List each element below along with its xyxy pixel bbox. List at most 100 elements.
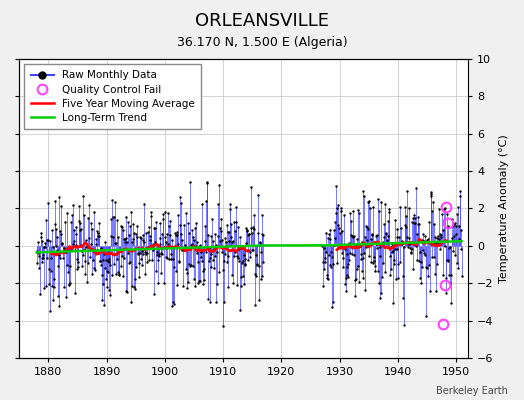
Point — [60, 284, 68, 290]
Point — [38, 238, 47, 244]
Point — [321, 255, 329, 262]
Point — [434, 239, 442, 245]
Point — [357, 251, 365, 258]
Point — [231, 248, 239, 255]
Point — [188, 240, 196, 247]
Point — [453, 211, 462, 218]
Point — [420, 250, 429, 256]
Point — [454, 223, 463, 229]
Point — [35, 265, 43, 272]
Point — [138, 250, 147, 257]
Point — [247, 225, 255, 232]
Point — [187, 261, 195, 268]
Point — [64, 282, 73, 288]
Point — [91, 246, 99, 253]
Point — [70, 247, 79, 253]
Point — [228, 271, 236, 278]
Point — [369, 204, 377, 210]
Point — [447, 300, 455, 306]
Point — [364, 199, 373, 205]
Point — [52, 226, 60, 232]
Point — [75, 218, 83, 225]
Point — [123, 289, 131, 296]
Point — [181, 210, 190, 216]
Point — [42, 236, 51, 243]
Point — [67, 219, 75, 225]
Point — [236, 307, 244, 313]
Point — [214, 201, 222, 207]
Point — [363, 224, 372, 230]
Point — [379, 239, 388, 246]
Point — [330, 227, 338, 234]
Point — [419, 231, 428, 237]
Point — [184, 230, 193, 236]
Point — [111, 199, 119, 205]
Point — [168, 256, 177, 263]
Point — [230, 219, 238, 225]
Point — [170, 263, 178, 270]
Point — [452, 231, 460, 237]
Point — [232, 219, 240, 226]
Point — [431, 234, 440, 240]
Point — [56, 255, 64, 262]
Point — [215, 269, 223, 275]
Point — [363, 237, 371, 244]
Point — [372, 240, 380, 247]
Point — [112, 240, 121, 247]
Point — [165, 223, 173, 230]
Point — [428, 208, 436, 214]
Point — [402, 188, 411, 194]
Legend: Raw Monthly Data, Quality Control Fail, Five Year Moving Average, Long-Term Tren: Raw Monthly Data, Quality Control Fail, … — [25, 64, 201, 129]
Point — [180, 247, 188, 253]
Point — [339, 264, 347, 270]
Point — [50, 221, 59, 228]
Point — [106, 262, 115, 268]
Point — [256, 249, 265, 256]
Point — [117, 263, 125, 269]
Point — [408, 218, 416, 225]
Point — [144, 228, 152, 235]
Point — [350, 252, 358, 259]
Point — [93, 247, 101, 253]
Point — [159, 210, 167, 217]
Point — [181, 242, 189, 248]
Point — [197, 249, 205, 255]
Point — [33, 260, 41, 266]
Point — [83, 260, 92, 266]
Point — [370, 263, 379, 269]
Point — [414, 214, 422, 220]
Point — [140, 239, 149, 245]
Point — [360, 192, 368, 199]
Point — [208, 232, 216, 239]
Point — [58, 241, 66, 247]
Point — [39, 255, 48, 261]
Point — [251, 271, 259, 277]
Point — [107, 216, 116, 222]
Point — [49, 244, 57, 250]
Point — [184, 220, 192, 226]
Point — [430, 221, 438, 227]
Point — [346, 209, 355, 216]
Point — [351, 276, 359, 283]
Point — [117, 253, 126, 259]
Point — [64, 269, 72, 275]
Point — [217, 216, 225, 222]
Point — [403, 243, 412, 250]
Point — [182, 285, 191, 292]
Point — [199, 281, 207, 288]
Point — [72, 224, 80, 230]
Point — [421, 264, 430, 271]
Point — [78, 263, 86, 270]
Point — [215, 182, 223, 188]
Point — [53, 262, 62, 269]
Point — [425, 262, 433, 269]
Point — [405, 234, 413, 241]
Point — [375, 295, 384, 302]
Point — [121, 238, 129, 245]
Point — [224, 284, 232, 290]
Point — [123, 238, 132, 245]
Point — [47, 255, 55, 262]
Point — [62, 261, 71, 268]
Text: Berkeley Earth: Berkeley Earth — [436, 386, 508, 396]
Point — [101, 264, 109, 271]
